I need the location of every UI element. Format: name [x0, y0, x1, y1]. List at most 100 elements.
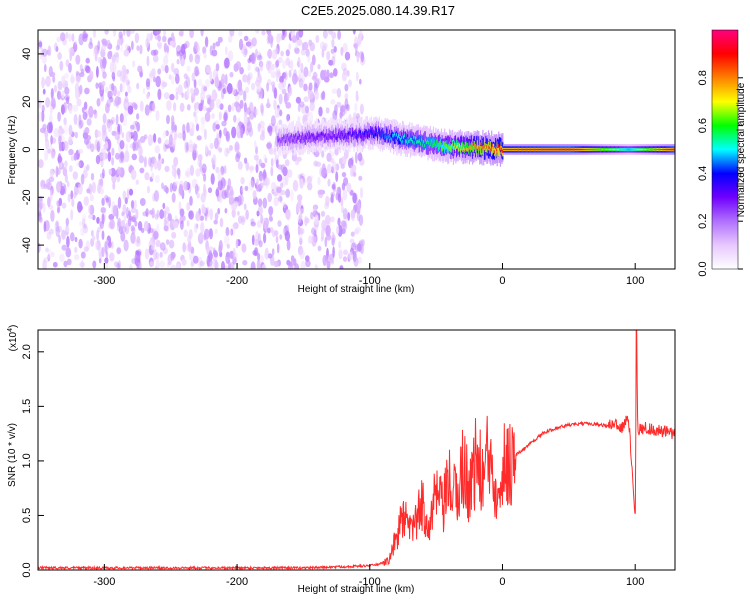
- heatmap-noise-cell: [98, 257, 102, 264]
- heatmap-noise-cell: [63, 260, 68, 268]
- heatmap-signal-cell: [361, 135, 363, 139]
- heatmap-noise-cell: [328, 30, 333, 35]
- heatmap-noise-cell: [53, 127, 59, 138]
- heatmap-noise-cell: [185, 76, 191, 88]
- heatmap-signal-cell: [484, 143, 486, 152]
- heatmap-signal-cell: [335, 136, 337, 141]
- heatmap-signal-cell: [415, 138, 417, 148]
- heatmap-signal-cell: [428, 141, 430, 145]
- heatmap-signal-cell: [496, 149, 498, 153]
- heatmap-signal-cell: [367, 134, 369, 138]
- heatmap-noise-cell: [110, 90, 114, 97]
- heatmap-signal-cell: [406, 134, 408, 143]
- heatmap-noise-cell: [277, 174, 283, 182]
- heatmap-signal-cell: [569, 148, 572, 151]
- heatmap-noise-cell: [275, 59, 280, 68]
- heatmap-signal-cell: [575, 148, 577, 151]
- heatmap-noise-cell: [234, 143, 240, 153]
- heatmap-signal-cell: [346, 135, 348, 140]
- heatmap-signal-cell: [429, 137, 431, 147]
- heatmap-signal-cell: [348, 131, 350, 136]
- heatmap-noise-cell: [189, 195, 193, 206]
- heatmap-signal-cell: [307, 130, 310, 140]
- heatmap-signal-cell: [651, 148, 654, 151]
- heatmap-noise-cell: [226, 83, 233, 95]
- heatmap-noise-cell: [123, 30, 126, 36]
- heatmap-signal-cell: [328, 136, 330, 141]
- heatmap-signal-cell: [536, 148, 538, 151]
- heatmap-signal-cell: [485, 143, 487, 153]
- heatmap-noise-cell: [181, 92, 185, 98]
- heatmap-noise-cell: [92, 235, 96, 241]
- heatmap-noise-cell: [257, 205, 263, 216]
- heatmap-noise-cell: [178, 31, 184, 37]
- heatmap-signal-cell: [425, 140, 427, 145]
- heatmap-signal-cell: [658, 148, 660, 151]
- heatmap-signal-cell: [478, 145, 480, 154]
- heatmap-signal-cell: [597, 148, 599, 151]
- heatmap-signal-cell: [383, 131, 385, 136]
- heatmap-noise-cell: [83, 101, 88, 111]
- heatmap-noise-cell: [282, 227, 286, 236]
- heatmap-noise-cell: [277, 196, 283, 202]
- heatmap-noise-cell: [197, 256, 203, 269]
- heatmap-noise-cell: [322, 42, 328, 49]
- heatmap-noise-cell: [355, 71, 359, 82]
- heatmap-signal-cell: [474, 144, 476, 148]
- snr-x-tick-label: 0: [499, 576, 505, 588]
- heatmap-signal-cell: [316, 131, 318, 141]
- heatmap-noise-cell: [202, 105, 208, 112]
- heatmap-signal-cell: [280, 134, 283, 144]
- heatmap-noise-cell: [89, 70, 94, 81]
- heatmap-signal-cell: [445, 144, 447, 148]
- heatmap-noise-cell: [57, 111, 61, 122]
- heatmap-signal-cell: [393, 132, 396, 136]
- heatmap-signal-cell: [426, 137, 428, 155]
- heatmap-noise-cell: [354, 203, 358, 213]
- heatmap-noise-cell: [284, 71, 288, 81]
- heatmap-signal-cell: [437, 146, 439, 150]
- heatmap-noise-cell: [162, 130, 167, 138]
- heatmap-signal-cell: [593, 148, 595, 151]
- heatmap-signal-cell: [527, 148, 529, 151]
- heatmap-noise-cell: [42, 88, 46, 95]
- heatmap-signal-cell: [314, 136, 316, 140]
- heatmap-signal-cell: [362, 131, 364, 135]
- heatmap-noise-cell: [329, 216, 335, 223]
- heatmap-signal-cell: [645, 148, 647, 151]
- heatmap-signal-cell: [431, 139, 433, 143]
- heatmap-signal-cell: [300, 139, 302, 143]
- heatmap-noise-cell: [338, 240, 342, 249]
- heatmap-noise-cell: [279, 234, 283, 240]
- heatmap-signal-cell: [438, 141, 440, 145]
- heatmap-noise-cell: [48, 143, 53, 154]
- heatmap-signal-cell: [635, 148, 637, 151]
- heatmap-noise-cell: [280, 50, 284, 57]
- heatmap-noise-cell: [38, 201, 43, 213]
- heatmap-noise-cell: [47, 248, 52, 260]
- heatmap-signal-cell: [562, 148, 564, 151]
- heatmap-noise-cell: [255, 164, 259, 174]
- heatmap-noise-cell: [115, 45, 120, 51]
- heatmap-noise-cell: [206, 94, 212, 101]
- heatmap-noise-cell: [73, 254, 80, 261]
- heatmap-signal-cell: [510, 148, 512, 151]
- heatmap-noise-cell: [150, 49, 157, 56]
- heatmap-signal-cell: [366, 131, 369, 136]
- heatmap-signal-cell: [471, 141, 473, 151]
- heatmap-noise-cell: [344, 83, 349, 92]
- heatmap-noise-cell: [143, 220, 149, 232]
- colorbar-tick-label: 0.4: [697, 166, 709, 181]
- heatmap-noise-cell: [277, 56, 283, 64]
- heatmap-noise-cell: [340, 46, 344, 56]
- heatmap-noise-cell: [165, 186, 169, 194]
- heatmap-signal-cell: [309, 132, 311, 136]
- heatmap-signal-cell: [487, 144, 489, 153]
- heatmap-noise-cell: [100, 158, 104, 168]
- heatmap-noise-cell: [356, 243, 362, 252]
- heatmap-noise-cell: [221, 120, 227, 127]
- heatmap-signal-cell: [482, 146, 484, 155]
- snr-x-ticks: -300 -200 -100 0 100: [93, 564, 644, 588]
- heatmap-noise-cell: [173, 68, 180, 76]
- heatmap-noise-cell: [264, 177, 270, 186]
